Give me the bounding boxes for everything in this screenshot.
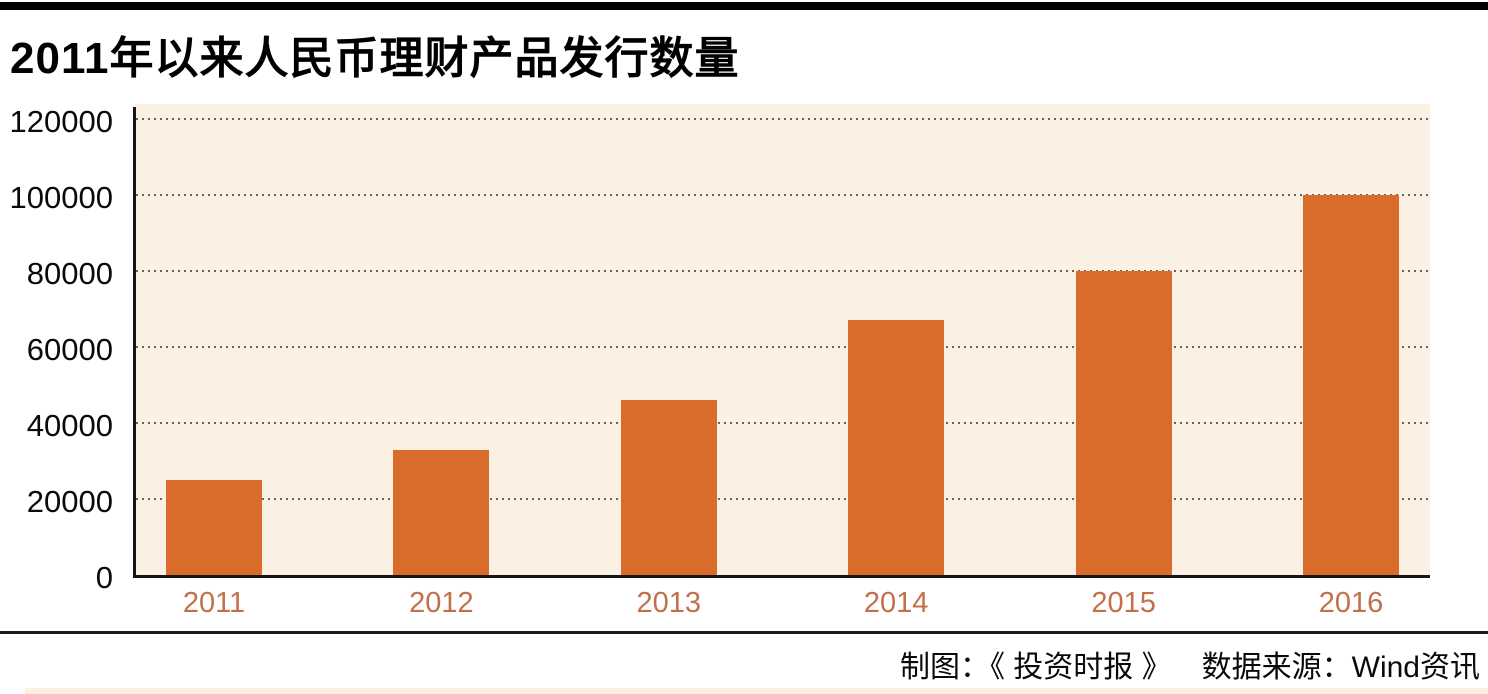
y-axis-line bbox=[133, 107, 136, 577]
y-tick-label-0: 0 bbox=[95, 560, 113, 595]
bottom-accent-strip bbox=[25, 688, 1488, 694]
gridline-60000 bbox=[136, 346, 1430, 348]
bar-2012 bbox=[393, 449, 490, 575]
x-tick-label-2015: 2015 bbox=[1091, 587, 1156, 619]
x-tick-label-2011: 2011 bbox=[182, 587, 246, 619]
bar-2014 bbox=[848, 320, 945, 575]
x-axis-line bbox=[133, 575, 1430, 578]
x-tick-label-2016: 2016 bbox=[1318, 587, 1384, 619]
gridline-100000 bbox=[136, 194, 1430, 196]
y-tick-label-120000: 120000 bbox=[9, 104, 113, 139]
y-tick-label-20000: 20000 bbox=[26, 484, 113, 519]
chart-footer: 制图：《 投资时报 》 数据来源：Wind资讯 bbox=[900, 642, 1480, 686]
footer-separator-line bbox=[0, 631, 1488, 634]
chart-title: 2011年以来人民币理财产品发行数量 bbox=[10, 34, 740, 83]
y-tick-label-80000: 80000 bbox=[26, 256, 113, 291]
x-tick-label-2013: 2013 bbox=[636, 587, 702, 619]
top-black-bar bbox=[0, 2, 1488, 10]
bar-2015 bbox=[1075, 271, 1172, 575]
gridline-40000 bbox=[136, 422, 1430, 424]
y-tick-label-100000: 100000 bbox=[9, 180, 113, 215]
gridline-120000 bbox=[136, 118, 1430, 120]
y-tick-label-40000: 40000 bbox=[26, 408, 113, 443]
bar-2013 bbox=[620, 400, 717, 575]
gridline-20000 bbox=[136, 498, 1430, 500]
x-tick-label-2014: 2014 bbox=[863, 587, 929, 619]
footer-credit: 制图：《 投资时报 》 bbox=[899, 651, 1172, 684]
bar-2011 bbox=[166, 480, 262, 575]
plot-area bbox=[136, 104, 1430, 575]
footer-source: 数据来源：Wind资讯 bbox=[1201, 651, 1480, 684]
y-tick-label-60000: 60000 bbox=[26, 332, 113, 367]
bar-2016 bbox=[1303, 195, 1399, 575]
x-tick-label-2012: 2012 bbox=[409, 587, 474, 619]
gridline-80000 bbox=[136, 270, 1430, 272]
